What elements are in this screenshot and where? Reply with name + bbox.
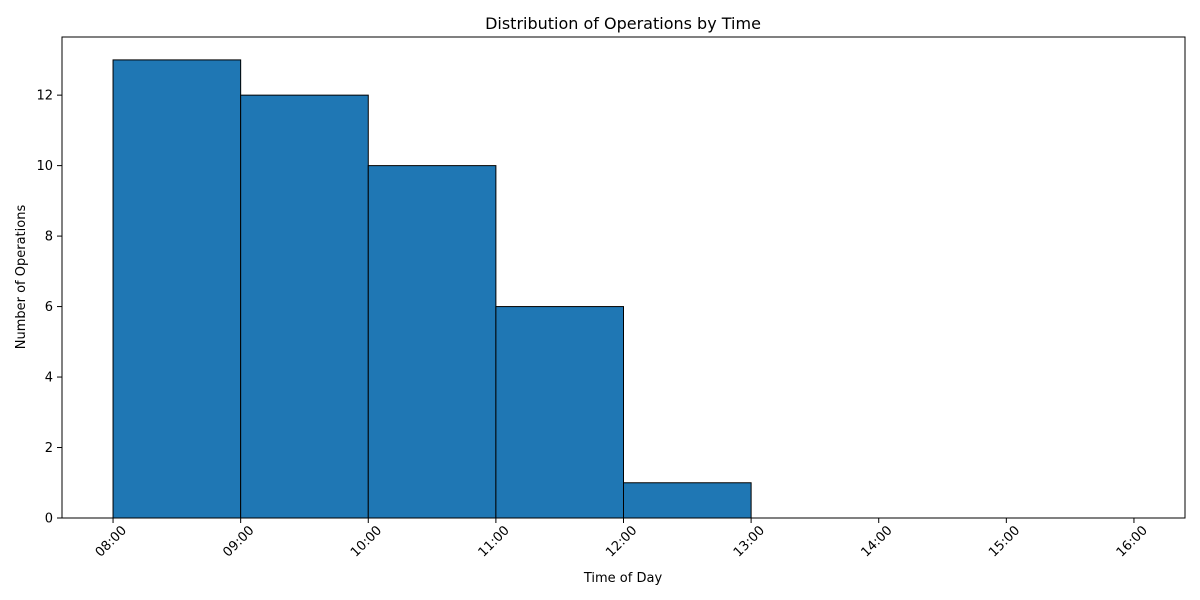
x-tick-label: 16:00 [1114,523,1151,560]
histogram-bar-0800 [112,59,242,519]
y-tick-label: 8 [45,230,53,245]
x-tick-label: 10:00 [348,523,385,560]
y-tick-label: 6 [45,300,53,315]
y-axis-label: Number of Operations [14,205,29,350]
y-axis: 0 2 4 6 8 10 12 [36,89,62,527]
x-axis-label: Time of Day [583,571,663,586]
bars-group [112,59,752,519]
histogram-bar-1100 [495,306,624,519]
x-tick-label: 15:00 [986,523,1023,560]
histogram-bar-1000 [367,165,497,519]
y-tick-label: 4 [45,371,53,386]
x-tick-label: 12:00 [603,523,640,560]
x-tick-label: 08:00 [93,523,130,560]
x-tick-label: 13:00 [731,523,768,560]
x-tick-label: 14:00 [858,523,895,560]
x-tick-label: 11:00 [476,523,513,560]
x-axis: 08:00 09:00 10:00 11:00 12:00 13:00 14:00 15:00… [93,518,1151,560]
y-tick-label: 0 [45,512,53,527]
x-tick-label: 09:00 [220,523,257,560]
y-tick-label: 10 [36,159,53,174]
chart-title: Distribution of Operations by Time [485,14,761,33]
y-tick-label: 12 [36,89,53,104]
histogram-bar-0900 [240,94,369,519]
y-tick-label: 2 [45,441,53,456]
histogram-bar-1200 [623,482,752,519]
